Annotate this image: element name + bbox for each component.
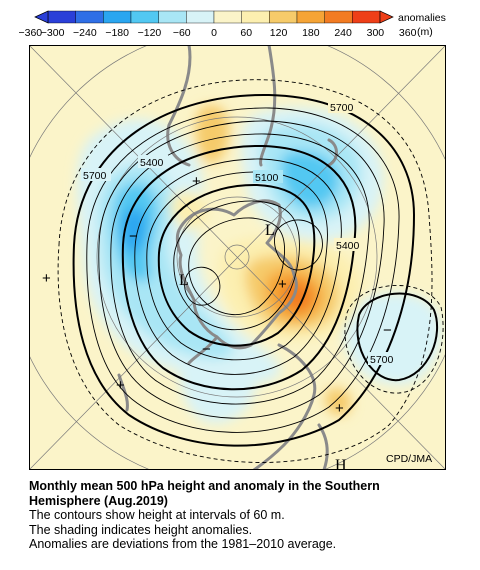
caption-title-line2: Hemisphere (Aug.2019) — [29, 493, 168, 508]
anomaly-signs: + + + + + − − − — [42, 173, 392, 417]
height-contours — [57, 79, 444, 463]
positive-anomaly-northwest — [170, 191, 208, 231]
colorbar-tick-label: 180 — [302, 27, 320, 39]
madagascar — [327, 138, 338, 167]
contour-label-5700-ne: 5700 — [330, 102, 354, 114]
minus-sign-southeast: − — [383, 322, 392, 339]
colorbar-tick-label: −240 — [73, 27, 97, 39]
colorbar-left-arrow — [34, 10, 49, 24]
figure-caption: Monthly mean 500 hPa height and anomaly … — [29, 479, 469, 552]
colorbar-cells — [47, 10, 381, 24]
contour-8 — [173, 200, 300, 331]
plus-sign-north: + — [192, 173, 201, 190]
colorbar-tick-label: −300 — [41, 27, 65, 39]
contour-5400 — [121, 144, 357, 391]
south-america-coastline — [166, 45, 192, 167]
contour-3 — [110, 133, 370, 405]
map-credit: CPD/JMA — [386, 453, 432, 465]
contour-label-5400-e: 5400 — [336, 240, 360, 252]
map-frame — [29, 45, 446, 470]
contour-9 — [188, 217, 286, 315]
minus-sign-southwest: − — [202, 341, 211, 358]
colorbar-unit-sub-label: (m) — [417, 26, 433, 38]
colorbar-tick-label: −180 — [105, 27, 129, 39]
contour-5100 — [157, 183, 316, 347]
contour-6 — [146, 171, 328, 361]
caption-line-anomaly: Anomalies are deviations from the 1981–2… — [29, 537, 337, 551]
low-pressure-marker-west: L — [179, 272, 189, 289]
colorbar-cell — [103, 10, 132, 24]
colorbar-cell — [296, 10, 325, 24]
colorbar-cell — [269, 10, 298, 24]
colorbar-cell — [130, 10, 159, 24]
colorbar-tick-label: 360 — [399, 27, 417, 39]
contour-inner-east-low — [274, 219, 323, 271]
contour-5 — [134, 158, 342, 375]
contour-southeast-5700 — [356, 292, 439, 382]
colorbar-tick-labels: −360−300 −240 −180 −120 −60 0 60 120 180 240 300 36… — [19, 27, 417, 39]
colorbar-tick-label: 0 — [211, 27, 217, 39]
plus-sign-center: + — [278, 276, 287, 293]
contour-inner-west-low — [184, 266, 221, 306]
contour-label-5400-nw: 5400 — [140, 157, 164, 169]
caption-line-shading: The shading indicates height anomalies. — [29, 522, 253, 537]
colorbar-right-arrow — [379, 10, 394, 24]
africa-coastline — [259, 45, 277, 167]
graticule — [29, 45, 446, 470]
colorbar-tick-label: 300 — [367, 27, 385, 39]
anomaly-colorbar: −360−300 −240 −180 −120 −60 0 60 120 180 240 300 36… — [19, 10, 446, 39]
colorbar-unit-label: anomalies — [398, 12, 446, 24]
contour-labels: 5700 5400 5100 5700 5400 5700 — [81, 100, 398, 366]
colorbar-tick-label: 120 — [270, 27, 288, 39]
low-pressure-marker-east: L — [265, 222, 275, 239]
plus-sign-south: + — [335, 400, 344, 417]
negative-strong-east — [280, 151, 340, 209]
colorbar-cell — [47, 10, 76, 24]
minus-sign-west: − — [129, 228, 138, 245]
colorbar-tick-label: −120 — [138, 27, 162, 39]
colorbar-tick-label: −360 — [19, 27, 43, 39]
contour-southeast-dashed — [344, 285, 444, 394]
colorbar-cell — [324, 10, 353, 24]
high-pressure-marker: H — [335, 457, 347, 470]
new-zealand — [117, 373, 129, 412]
positive-anomaly-southeast — [324, 387, 352, 416]
colorbar-tick-label: −60 — [173, 27, 191, 39]
colorbar-cell — [352, 10, 381, 24]
plus-sign-west: + — [42, 270, 51, 287]
negative-anomaly-south — [178, 348, 256, 424]
caption-line-contours: The contours show height at intervals of… — [29, 508, 285, 522]
colorbar-tick-label: 60 — [240, 27, 252, 39]
contour-outer-dashed — [57, 79, 433, 463]
antarctic-peninsula — [187, 335, 219, 365]
caption-title-line1: Monthly mean 500 hPa height and anomaly … — [29, 479, 380, 493]
colorbar-cell — [75, 10, 104, 24]
plus-sign-southwest: + — [116, 377, 125, 394]
contour-5700-outer — [72, 93, 416, 447]
colorbar-cell — [241, 10, 270, 24]
colorbar-cell — [186, 10, 215, 24]
colorbar-cell — [158, 10, 187, 24]
contour-2 — [98, 120, 385, 419]
contour-label-5700-se: 5700 — [370, 354, 394, 366]
contour-label-5700-w: 5700 — [83, 170, 107, 182]
hemisphere-map: 5700 5400 5100 5700 5400 5700 L L H + + … — [29, 45, 446, 470]
colorbar-cell — [213, 10, 242, 24]
contour-1 — [86, 107, 400, 433]
contour-label-5100: 5100 — [255, 172, 279, 184]
colorbar-tick-label: 240 — [334, 27, 352, 39]
